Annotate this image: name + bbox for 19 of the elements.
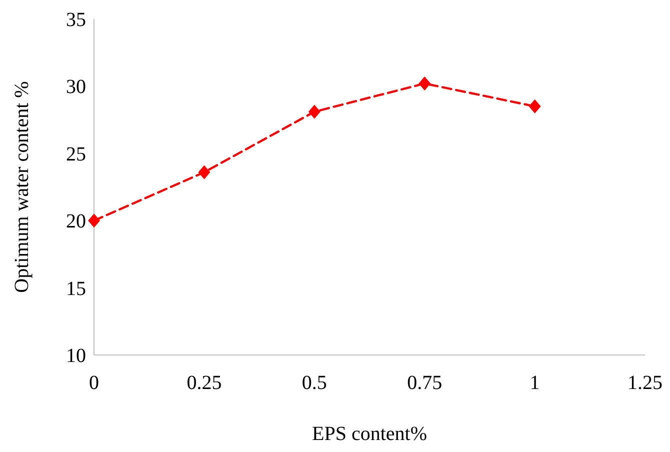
x-tick-label: 0.75 [407, 372, 442, 394]
y-tick-label: 15 [66, 278, 86, 300]
x-tick-label: 1.25 [628, 372, 662, 394]
point [418, 76, 431, 91]
x-tick-label: 1 [530, 372, 540, 394]
x-tick-label: 0 [89, 372, 99, 394]
y-tick-label: 35 [66, 9, 86, 31]
y-tick-label: 20 [66, 210, 86, 233]
y-tick-label: 25 [66, 143, 86, 166]
point [88, 214, 100, 228]
x-tick-label: 0.25 [186, 372, 222, 394]
y-tick-label: 30 [66, 76, 86, 98]
x-axis-title: EPS content% [312, 423, 427, 445]
point [528, 99, 541, 114]
x-tick-label: 0.5 [302, 372, 327, 394]
y-axis-title: Optimum water content % [11, 81, 33, 293]
y-tick-label: 10 [66, 345, 86, 367]
point [198, 165, 210, 180]
point [308, 104, 320, 119]
